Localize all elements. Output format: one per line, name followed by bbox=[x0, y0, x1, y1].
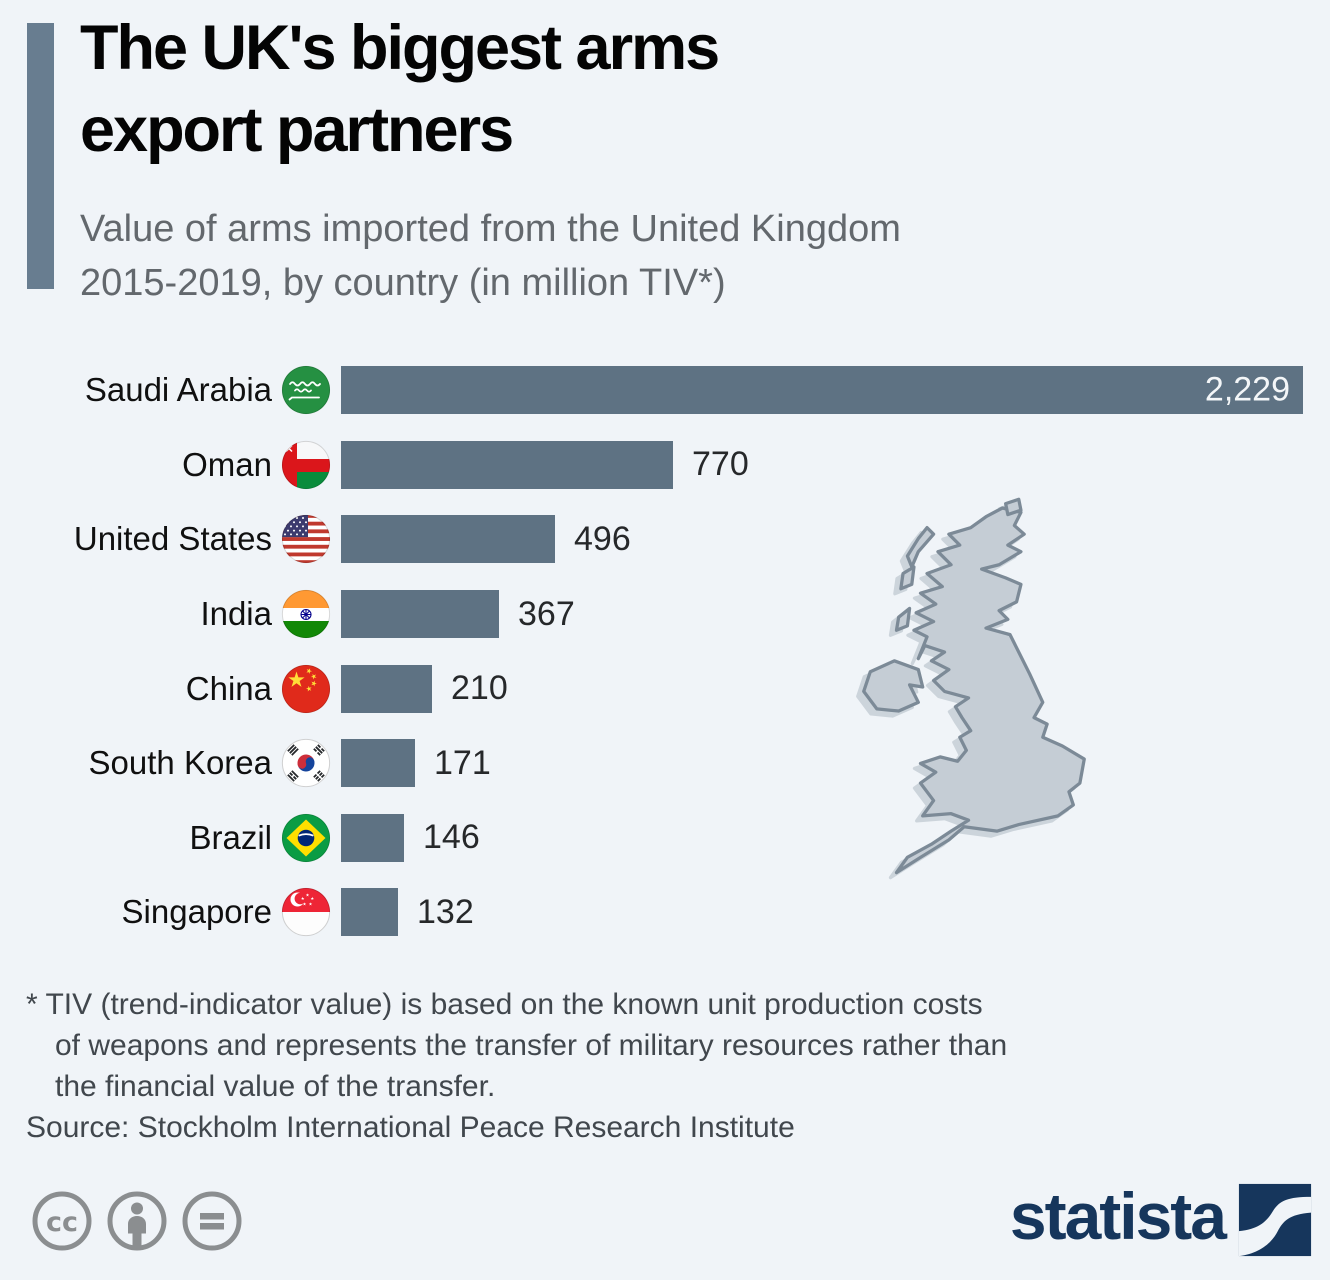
flag-india-icon bbox=[281, 589, 331, 639]
cc-icon: cc bbox=[32, 1191, 92, 1251]
bar-track: 770 bbox=[341, 440, 1317, 489]
bar-track: 2,229 bbox=[341, 366, 1317, 415]
bar-row: Singapore 132 bbox=[27, 875, 1317, 950]
statista-logo: statista bbox=[1010, 1183, 1312, 1257]
bar-chart: Saudi Arabia 2,229 Oman bbox=[27, 353, 1317, 950]
bar-track: 132 bbox=[341, 888, 1317, 937]
footnote-line: the financial value of the transfer. bbox=[55, 1070, 496, 1103]
country-label: South Korea bbox=[88, 744, 272, 782]
country-value: 132 bbox=[417, 892, 474, 931]
flag-brazil-icon bbox=[281, 813, 331, 862]
footnote-line: * TIV (trend-indicator value) is based o… bbox=[26, 988, 983, 1021]
bar-track: 367 bbox=[341, 590, 1317, 639]
bar bbox=[341, 590, 499, 639]
by-icon bbox=[107, 1191, 167, 1251]
bar-row: Saudi Arabia 2,229 bbox=[27, 353, 1317, 428]
country-value: 367 bbox=[518, 594, 575, 633]
country-value: 171 bbox=[434, 743, 491, 782]
flag-united-states-icon bbox=[281, 515, 331, 564]
flag-saudi-arabia-icon bbox=[281, 366, 331, 415]
country-value: 2,229 bbox=[1204, 370, 1290, 409]
bar bbox=[341, 440, 673, 489]
bar-track: 171 bbox=[341, 739, 1317, 788]
country-label: Saudi Arabia bbox=[84, 371, 272, 409]
footnote-line: of weapons and represents the transfer o… bbox=[55, 1029, 1008, 1062]
bar-row: South Korea bbox=[27, 726, 1317, 801]
bar-row: China 210 bbox=[27, 651, 1317, 726]
bar-row: India 367 bbox=[27, 577, 1317, 652]
flag-china-icon bbox=[281, 664, 331, 713]
uk-map-illustration bbox=[862, 497, 1086, 875]
country-label: Brazil bbox=[189, 818, 272, 856]
flag-singapore-icon bbox=[281, 888, 331, 937]
bar: 2,229 bbox=[341, 366, 1303, 415]
bar bbox=[341, 888, 398, 937]
license-icons: cc bbox=[30, 1189, 244, 1253]
title-accent-bar bbox=[27, 23, 54, 289]
statista-icon bbox=[1238, 1183, 1312, 1257]
bar-row: United States bbox=[27, 502, 1317, 577]
country-value: 770 bbox=[692, 445, 749, 484]
svg-text:cc: cc bbox=[46, 1207, 78, 1238]
country-value: 146 bbox=[423, 818, 480, 857]
page-title: The UK's biggest arms export partners bbox=[80, 13, 720, 165]
bar bbox=[341, 739, 415, 788]
bar-row: Oman 770 bbox=[27, 428, 1317, 503]
flag-oman-icon bbox=[281, 440, 331, 489]
country-value: 210 bbox=[451, 669, 508, 708]
page-subtitle: Value of arms imported from the United K… bbox=[80, 208, 901, 304]
country-value: 496 bbox=[574, 519, 631, 558]
flag-south-korea-icon bbox=[281, 739, 331, 788]
source-line: Source: Stockholm International Peace Re… bbox=[26, 1111, 795, 1144]
bar bbox=[341, 813, 404, 862]
bar-row: Brazil 146 bbox=[27, 801, 1317, 876]
country-label: Singapore bbox=[121, 893, 272, 931]
bar bbox=[341, 664, 432, 713]
nd-icon bbox=[182, 1191, 242, 1251]
bar-track: 146 bbox=[341, 813, 1317, 862]
statista-wordmark: statista bbox=[1009, 1179, 1227, 1253]
bar-track: 496 bbox=[341, 515, 1317, 564]
country-label: United States bbox=[73, 520, 272, 558]
country-label: China bbox=[185, 669, 272, 707]
bar bbox=[341, 515, 555, 564]
footnote: * TIV (trend-indicator value) is based o… bbox=[26, 984, 1266, 1107]
country-label: India bbox=[200, 595, 272, 633]
country-label: Oman bbox=[182, 445, 272, 483]
bar-track: 210 bbox=[341, 664, 1317, 713]
